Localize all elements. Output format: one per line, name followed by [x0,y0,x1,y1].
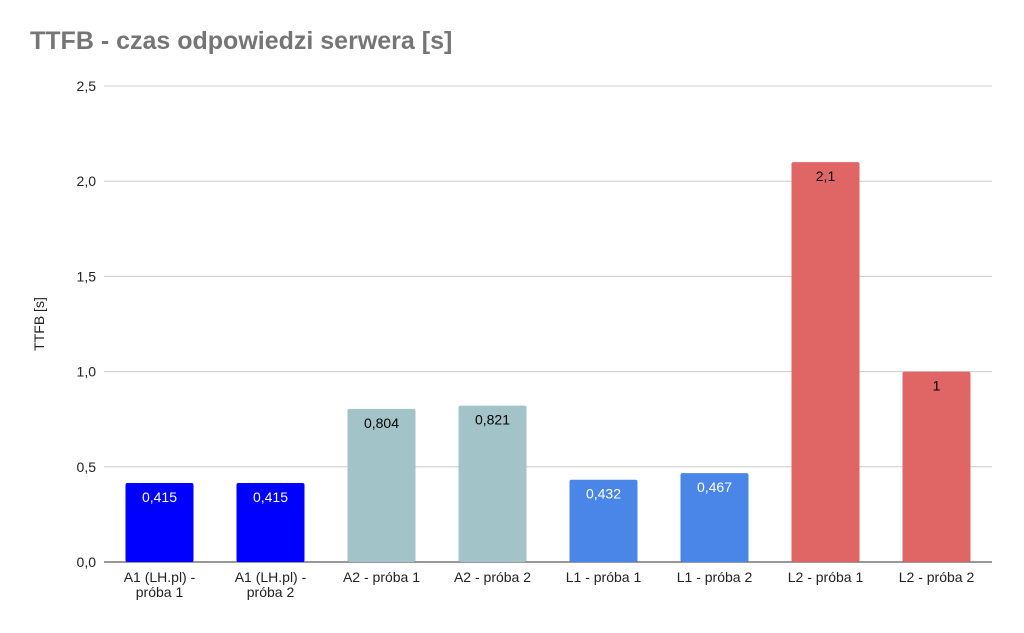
bar [902,371,971,562]
x-tick-label: próba 2 [247,584,295,600]
data-label: 2,1 [816,168,836,184]
bar [680,473,749,562]
data-label: 0,467 [697,479,732,495]
bar [347,408,416,562]
y-axis-label: TTFB [s] [31,297,47,351]
y-tick-label: 1,5 [77,268,97,284]
bar [125,482,194,562]
x-tick-label: L1 - próba 2 [677,569,753,585]
x-tick-label: A2 - próba 1 [343,569,420,585]
x-tick-label: próba 1 [136,584,184,600]
y-tick-label: 0,0 [77,554,97,570]
data-label: 0,821 [475,412,510,428]
data-label: 0,804 [364,415,399,431]
x-tick-label: A1 (LH.pl) - [124,569,196,585]
bar [569,479,638,562]
bar [236,482,305,562]
chart-title: TTFB - czas odpowiedzi serwera [s] [30,27,453,55]
x-tick-label: L2 - próba 1 [788,569,864,585]
bar [791,162,860,562]
y-tick-label: 2,0 [77,173,97,189]
y-tick-label: 0,5 [77,459,97,475]
x-tick-label: L1 - próba 1 [566,569,642,585]
y-tick-label: 2,5 [77,78,97,94]
data-label: 0,415 [142,489,177,505]
y-tick-label: 1,0 [77,364,97,380]
x-tick-label: A2 - próba 2 [454,569,531,585]
data-label: 0,432 [586,486,621,502]
x-tick-label: A1 (LH.pl) - [235,569,307,585]
bar [458,405,527,562]
data-label: 0,415 [253,489,288,505]
x-tick-label: L2 - próba 2 [899,569,975,585]
data-label: 1 [933,378,941,394]
